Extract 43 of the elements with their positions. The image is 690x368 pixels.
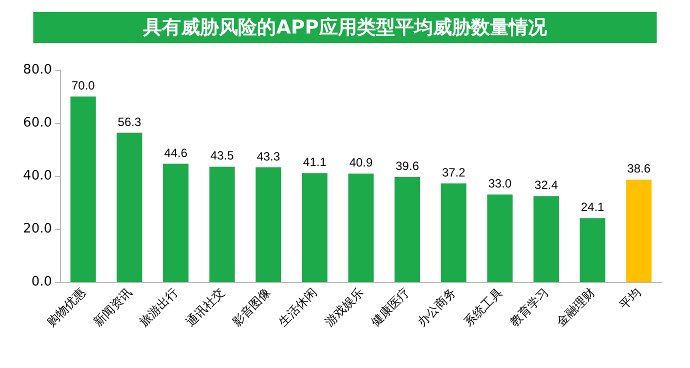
bar xyxy=(302,173,328,282)
y-tick-label: 20.0 xyxy=(23,222,52,236)
bar xyxy=(348,174,374,282)
x-tick-label: 健康医疗 xyxy=(368,285,412,329)
data-label: 56.3 xyxy=(118,114,142,129)
data-label: 37.2 xyxy=(442,165,466,180)
x-tick-label: 金融理财 xyxy=(554,285,598,329)
bar xyxy=(440,183,466,282)
bar xyxy=(163,164,189,282)
x-tick-label: 游戏娱乐 xyxy=(322,285,366,329)
y-tick-label: 80.0 xyxy=(23,62,52,78)
x-tick-label: 系统工具 xyxy=(461,285,505,329)
y-tick-label: 40.0 xyxy=(23,168,52,184)
chart-title: 具有威胁风险的APP应用类型平均威胁数量情况 xyxy=(142,16,548,38)
bar xyxy=(580,218,606,282)
bar xyxy=(487,194,513,282)
data-label: 32.4 xyxy=(534,178,558,192)
x-tick-label: 新闻资讯 xyxy=(90,285,134,329)
data-label: 43.5 xyxy=(210,148,234,163)
data-label: 41.1 xyxy=(303,155,327,170)
y-tick-label: 60.0 xyxy=(23,116,52,130)
data-label: 43.3 xyxy=(256,149,280,164)
x-tick-label: 生活休闲 xyxy=(276,285,320,329)
data-label: 24.1 xyxy=(580,200,605,214)
data-label: 39.6 xyxy=(396,159,420,174)
x-tick-label: 影音图像 xyxy=(229,285,274,329)
x-tick-label: 教育学习 xyxy=(507,285,552,329)
bar xyxy=(533,196,559,282)
data-label: 70.0 xyxy=(71,78,96,92)
data-label: 40.9 xyxy=(349,156,373,170)
bar xyxy=(256,167,282,282)
data-label: 38.6 xyxy=(627,162,651,176)
data-label: 44.6 xyxy=(164,146,188,160)
x-tick-label: 通讯社交 xyxy=(183,285,228,329)
bar xyxy=(116,132,142,282)
bar xyxy=(626,180,652,282)
bar xyxy=(394,177,420,282)
data-label: 33.0 xyxy=(488,176,512,191)
x-tick-label: 平均 xyxy=(616,285,644,312)
bar xyxy=(209,166,235,282)
x-tick-label: 旅游出行 xyxy=(136,285,181,329)
x-tick-label: 办公商务 xyxy=(414,285,459,329)
bar xyxy=(70,96,96,282)
